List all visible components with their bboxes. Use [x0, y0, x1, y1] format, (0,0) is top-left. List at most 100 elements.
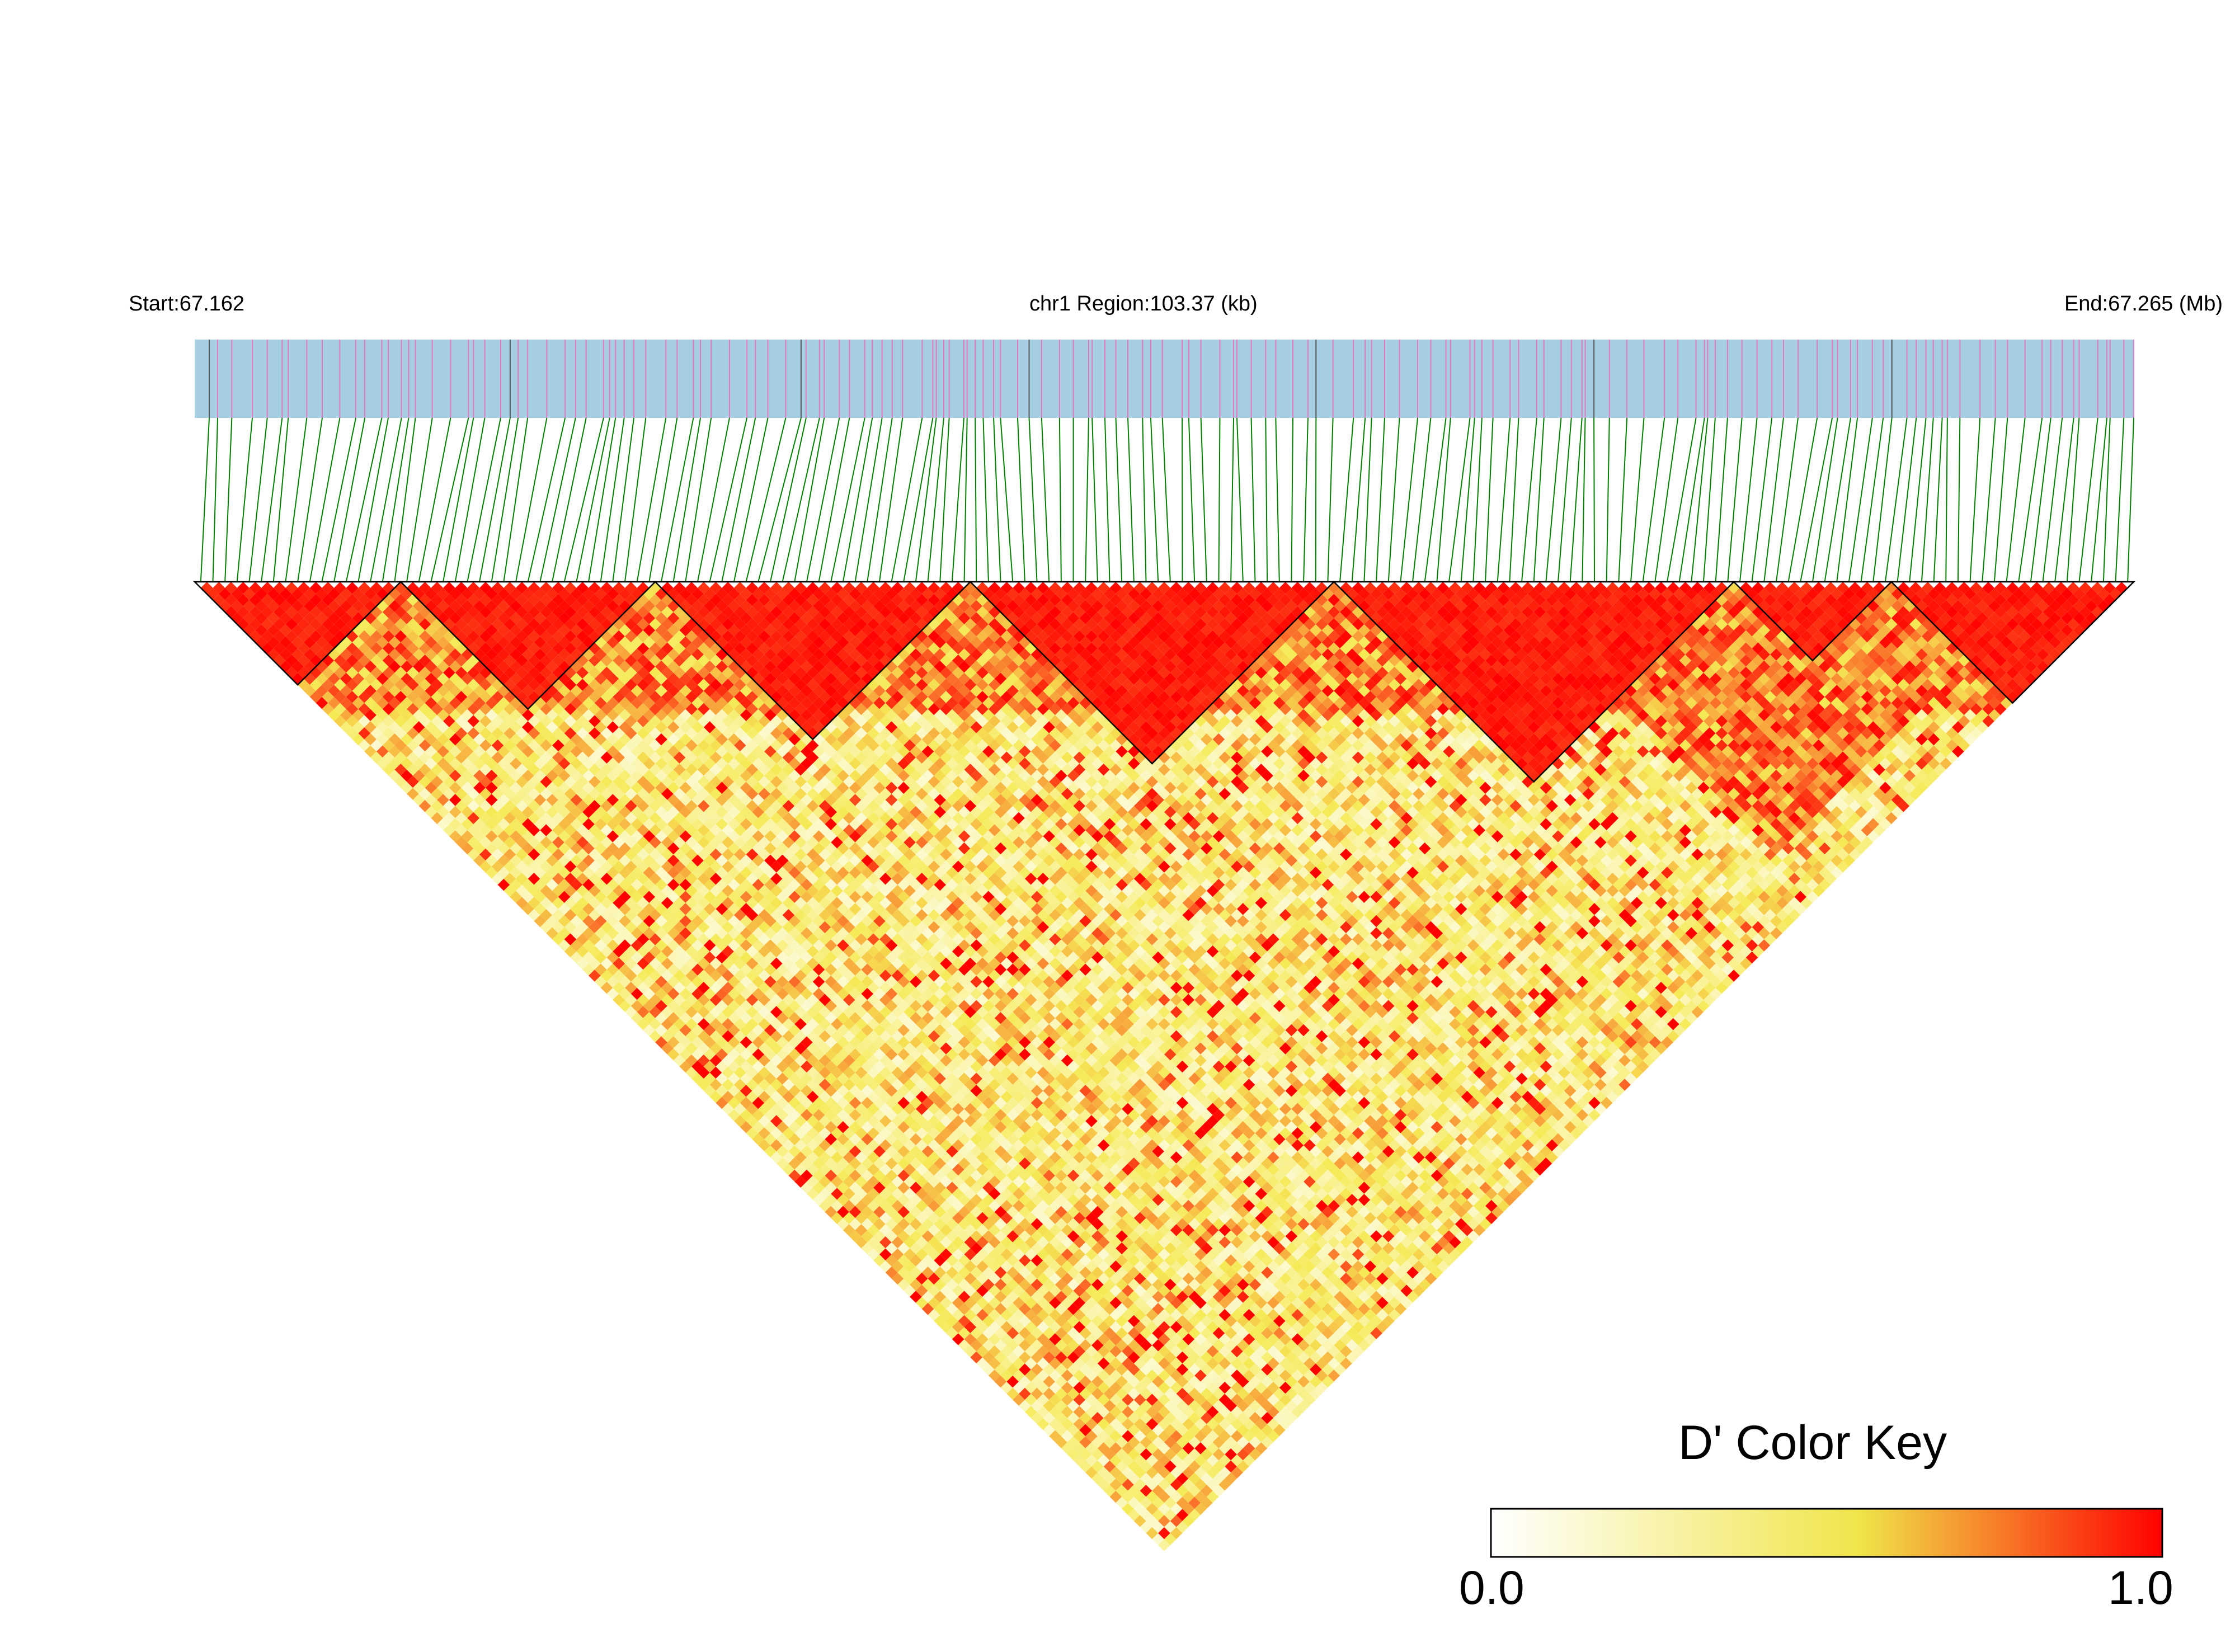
snp-connector: [1291, 417, 1294, 582]
ld-cell: [1109, 1479, 1122, 1491]
ld-cell: [921, 1302, 934, 1315]
ld-cell: [904, 1175, 916, 1188]
ld-cell: [982, 1363, 995, 1376]
ld-cell: [867, 1236, 879, 1249]
ld-cell: [964, 1321, 977, 1334]
snp-connector: [1569, 417, 1583, 582]
ld-cell: [394, 666, 407, 679]
ld-cell: [982, 1339, 995, 1352]
ld-cell: [467, 812, 480, 825]
ld-cell: [467, 799, 480, 812]
ld-cell: [1128, 1400, 1140, 1412]
ld-cell: [921, 1266, 934, 1279]
snp-connector: [539, 417, 576, 582]
ld-cell: [619, 963, 631, 976]
ld-cell: [455, 788, 468, 800]
snp-connector: [1303, 417, 1309, 582]
ld-cell: [401, 757, 413, 770]
snp-connector: [794, 417, 825, 582]
snp-connector: [1200, 417, 1207, 582]
ld-cell: [1019, 1302, 1031, 1315]
ld-cell: [843, 1115, 855, 1127]
ld-cell: [1000, 1357, 1013, 1370]
ld-cell: [770, 1090, 783, 1103]
ld-cell: [982, 1351, 995, 1364]
ld-cell: [988, 1333, 1001, 1345]
ld-cell: [516, 775, 528, 788]
ld-cell: [752, 1060, 765, 1073]
ld-cell: [285, 630, 298, 643]
ld-cell: [994, 1375, 1007, 1388]
ld-cell: [867, 1151, 879, 1164]
ld-cell: [1067, 1400, 1080, 1412]
ld-cell: [546, 891, 558, 903]
snp-connector: [394, 417, 416, 582]
ld-cell: [316, 587, 328, 600]
ld-cell: [376, 733, 389, 746]
snp-connector: [1339, 417, 1354, 582]
ld-heatmap-triangle: [200, 582, 2128, 1551]
snp-connector: [636, 417, 667, 582]
ld-cell: [540, 848, 553, 861]
ld-cell: [1013, 1394, 1025, 1406]
ld-cell: [946, 1278, 958, 1291]
ld-cell: [237, 594, 250, 606]
ld-cell: [910, 1182, 922, 1194]
ld-cell: [376, 685, 389, 697]
ld-cell: [752, 1096, 765, 1109]
ld-cell: [915, 1248, 928, 1261]
ld-cell: [479, 788, 492, 800]
ld-cell: [570, 939, 583, 952]
ld-cell: [455, 824, 468, 836]
ld-cell: [837, 1145, 849, 1157]
snp-connector: [818, 417, 850, 582]
ld-cell: [806, 1188, 819, 1200]
snp-connector: [1250, 417, 1256, 582]
ld-cell: [1043, 1400, 1056, 1412]
ld-cell: [1116, 1436, 1128, 1448]
ld-cell: [988, 1272, 1001, 1285]
ld-cell: [1116, 1424, 1128, 1437]
snp-connector: [1497, 417, 1511, 582]
snp-connector: [1058, 417, 1062, 582]
ld-cell: [928, 1272, 940, 1285]
ld-cell: [516, 848, 528, 861]
ld-cell: [843, 1163, 855, 1176]
ld-cell: [958, 1327, 971, 1339]
ld-cell: [328, 685, 340, 697]
ld-cell: [334, 690, 346, 703]
ld-cell: [346, 690, 359, 703]
ld-cell: [552, 848, 564, 861]
ld-cell: [1055, 1424, 1067, 1437]
ld-cell: [370, 654, 383, 667]
ld-cell: [1013, 1297, 1025, 1309]
ld-cell: [589, 921, 601, 934]
ld-cell: [1049, 1369, 1061, 1382]
ld-cell: [873, 1218, 886, 1230]
ld-cell: [540, 921, 553, 934]
ld-cell: [976, 1309, 989, 1321]
ld-cell: [934, 1242, 947, 1255]
snp-connector: [212, 417, 219, 582]
ld-cell: [1116, 1484, 1128, 1497]
ld-cell: [364, 745, 377, 758]
snp-connector: [1142, 417, 1147, 582]
ld-cell: [910, 1218, 922, 1230]
ld-cell: [394, 763, 407, 776]
ld-cell: [485, 782, 498, 794]
ld-cell: [970, 1278, 983, 1291]
ld-cell: [467, 727, 480, 740]
ld-cell: [861, 1145, 874, 1157]
ld-cell: [1164, 1509, 1177, 1521]
ld-cell: [467, 751, 480, 764]
ld-cell: [964, 1284, 977, 1297]
ld-cell: [570, 878, 583, 891]
ld-cell: [976, 1272, 989, 1285]
ld-cell: [843, 1151, 855, 1164]
ld-cell: [1116, 1496, 1128, 1509]
ld-cell: [401, 782, 413, 794]
ld-cell: [485, 867, 498, 879]
ld-cell: [431, 763, 444, 776]
ld-cell: [528, 884, 540, 897]
ld-cell: [867, 1188, 879, 1200]
